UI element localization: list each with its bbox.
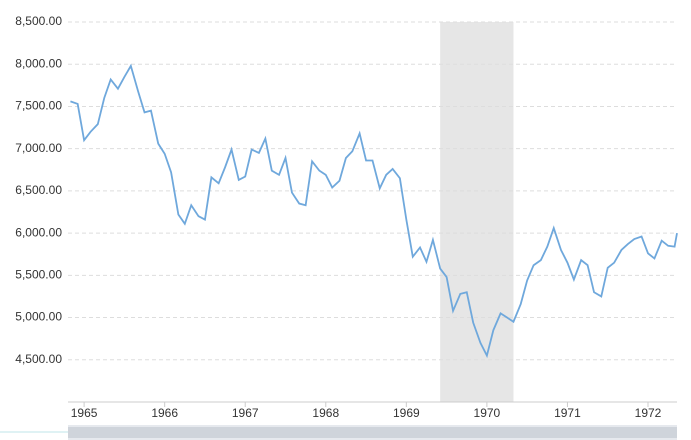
line-series [70, 63, 678, 359]
x-tick-label: 1966 [151, 406, 178, 420]
x-tick-label: 1970 [474, 406, 501, 420]
x-tick-label: 1969 [393, 406, 420, 420]
x-tick-label: 1967 [232, 406, 259, 420]
y-tick-label: 6,000.00 [15, 225, 62, 239]
y-tick-label: 8,000.00 [15, 56, 62, 70]
y-tick-label: 5,500.00 [15, 268, 62, 282]
navigator-handle[interactable] [68, 427, 677, 438]
y-tick-label: 5,000.00 [15, 310, 62, 324]
x-tick-label: 1971 [554, 406, 581, 420]
x-tick-label: 1968 [312, 406, 339, 420]
x-tick-label: 1965 [71, 406, 98, 420]
y-tick-label: 4,500.00 [15, 352, 62, 366]
y-tick-label: 7,500.00 [15, 99, 62, 113]
y-tick-label: 6,500.00 [15, 183, 62, 197]
x-tick-label: 1972 [635, 406, 662, 420]
shaded-range [440, 22, 514, 402]
y-tick-label: 7,000.00 [15, 141, 62, 155]
y-tick-label: 8,500.00 [15, 14, 62, 28]
